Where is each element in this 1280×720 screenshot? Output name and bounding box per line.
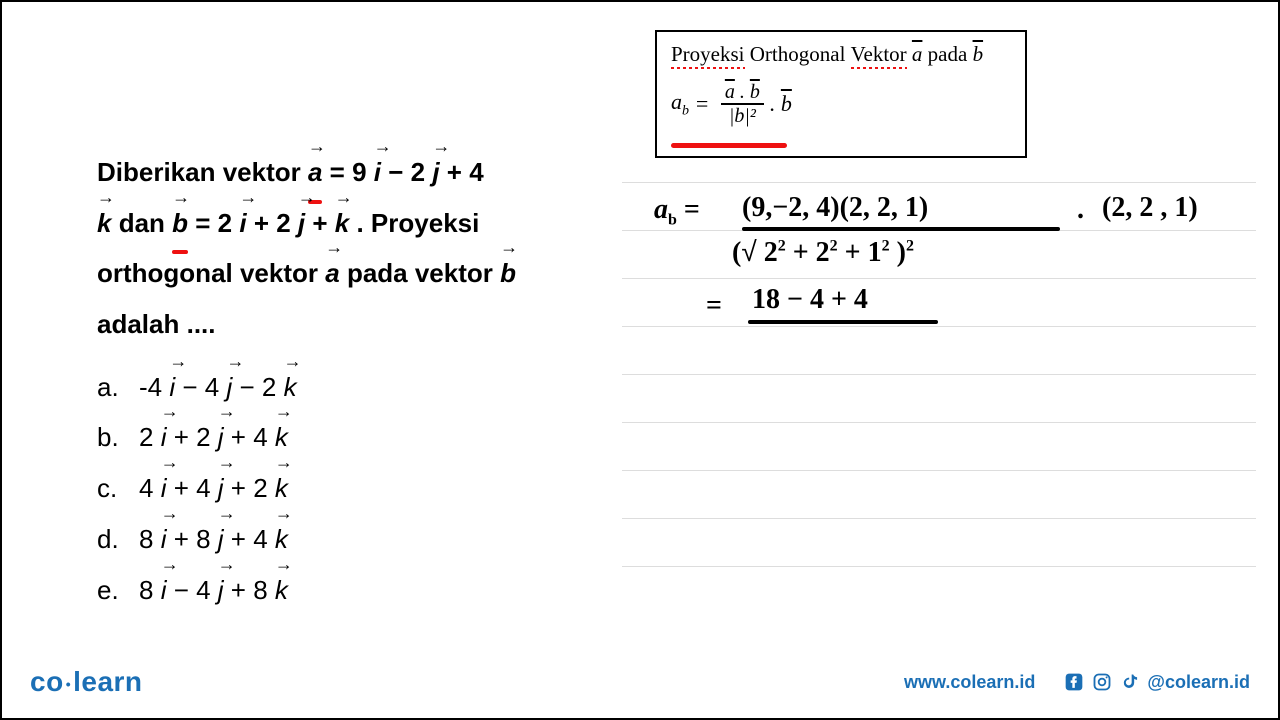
formula-title-w3: Vektor: [851, 42, 907, 67]
formula-title: Proyeksi Orthogonal Vektor a pada b: [671, 42, 1011, 67]
instagram-icon: [1091, 671, 1113, 693]
work-fracbar-2: [748, 320, 938, 324]
work-denom: (√ 22 + 22 + 12 )2: [732, 236, 914, 269]
formula-fraction: a . b |b|²: [721, 81, 764, 127]
brand-logo: co•learn: [30, 666, 143, 698]
facebook-icon: [1063, 671, 1085, 693]
option-e: e. 8 →i − 4 →j + 8 →k: [97, 565, 617, 616]
footer-social: @colearn.id: [1063, 671, 1250, 693]
question-line-2: →k dan →b = 2 →i + 2 →j + →k . Proyeksi: [97, 198, 617, 249]
formula-title-mid: pada: [928, 42, 968, 66]
formula-dot: .: [770, 91, 776, 117]
formula-equation: ab = a . b |b|² . b: [671, 81, 1011, 127]
work-fracbar-1: [742, 227, 1060, 231]
work-numer2: 18 − 4 + 4: [752, 284, 868, 316]
page-root: Diberikan vektor →a = 9 →i − 2 →j + 4 →k…: [0, 0, 1280, 720]
formula-eq-sign: =: [695, 91, 710, 117]
formula-red-underline: [671, 143, 787, 148]
question-line-3: orthogonal vektor →a pada vektor →b: [97, 248, 617, 299]
work-tail: (2, 2 , 1): [1102, 192, 1198, 224]
work-dot: .: [1077, 194, 1084, 226]
formula-title-w2: Orthogonal: [750, 42, 846, 66]
formula-box: Proyeksi Orthogonal Vektor a pada b ab =…: [655, 30, 1027, 158]
work-lhs: ab =: [654, 194, 700, 230]
formula-rhs: b: [781, 91, 792, 117]
formula-title-b: b: [973, 42, 984, 66]
footer: co•learn www.colearn.id @colearn.id: [2, 666, 1278, 698]
question-line-4: adalah ....: [97, 299, 617, 350]
formula-lhs: ab: [671, 89, 689, 119]
tiktok-icon: [1119, 671, 1141, 693]
work-area: ab = (9,−2, 4)(2, 2, 1) . (2, 2 , 1) (√ …: [622, 172, 1256, 588]
formula-title-a: a: [912, 42, 923, 66]
answer-options: a. -4 →i − 4 →j − 2 →k b. 2 →i + 2 →j + …: [97, 362, 617, 615]
footer-url: www.colearn.id: [904, 672, 1035, 693]
question-block: Diberikan vektor →a = 9 →i − 2 →j + 4 →k…: [97, 147, 617, 615]
footer-handle: @colearn.id: [1147, 672, 1250, 693]
work-eq2: =: [706, 290, 722, 322]
formula-title-w1: Proyeksi: [671, 42, 745, 67]
work-numer: (9,−2, 4)(2, 2, 1): [742, 192, 928, 224]
